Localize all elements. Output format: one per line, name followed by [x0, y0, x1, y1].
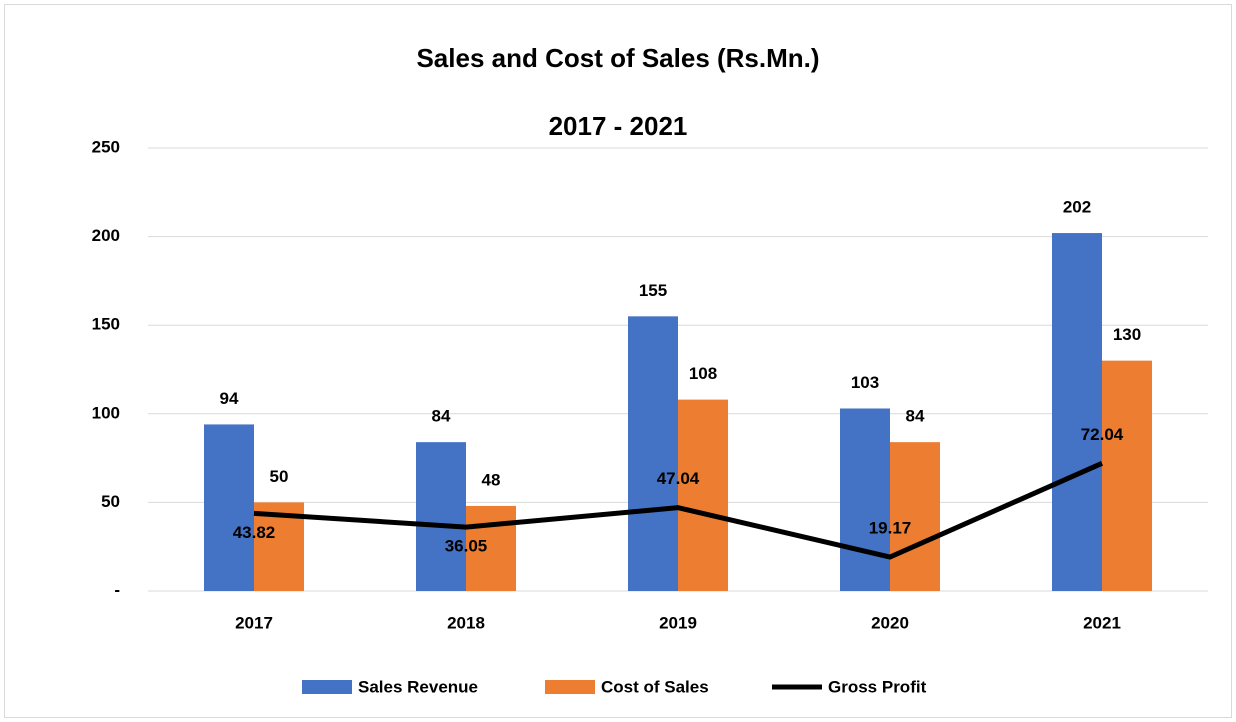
y-tick-label: 200 — [92, 226, 120, 245]
x-tick-label: 2017 — [235, 613, 273, 632]
bar — [466, 505, 516, 591]
bar — [678, 399, 728, 591]
data-label: 94 — [220, 389, 239, 408]
legend-label: Sales Revenue — [358, 677, 478, 696]
x-tick-label: 2018 — [447, 613, 485, 632]
legend-swatch — [545, 680, 595, 694]
data-label: 103 — [851, 373, 879, 392]
y-tick-label: 50 — [101, 492, 120, 511]
bar — [628, 316, 678, 591]
data-label: 155 — [639, 281, 667, 300]
chart-title: Sales and Cost of Sales (Rs.Mn.) — [416, 43, 819, 73]
data-label: 19.17 — [869, 519, 912, 538]
bar — [416, 442, 466, 591]
data-label: 84 — [906, 407, 925, 426]
y-tick-label: - — [114, 580, 120, 599]
data-label: 84 — [432, 407, 451, 426]
data-label: 47.04 — [657, 469, 700, 488]
data-label: 36.05 — [445, 537, 488, 556]
x-tick-label: 2020 — [871, 613, 909, 632]
legend-swatch — [302, 680, 352, 694]
data-label: 72.04 — [1081, 425, 1124, 444]
x-tick-label: 2021 — [1083, 613, 1121, 632]
bar — [1102, 360, 1152, 591]
x-tick-label: 2019 — [659, 613, 697, 632]
data-label: 202 — [1063, 198, 1091, 217]
data-label: 48 — [482, 470, 501, 489]
data-label: 43.82 — [233, 523, 276, 542]
bar — [1052, 233, 1102, 591]
bar — [890, 442, 940, 591]
y-tick-label: 100 — [92, 403, 120, 422]
y-tick-label: 150 — [92, 315, 120, 334]
legend-label: Cost of Sales — [601, 677, 709, 696]
chart-subtitle: 2017 - 2021 — [549, 111, 688, 141]
legend-label: Gross Profit — [828, 677, 927, 696]
data-label: 130 — [1113, 325, 1141, 344]
chart-border — [4, 4, 1232, 718]
line — [253, 461, 1104, 560]
data-label: 108 — [689, 364, 717, 383]
data-label: 50 — [270, 467, 289, 486]
bar — [840, 408, 890, 591]
y-tick-label: 250 — [92, 137, 120, 156]
bar — [204, 424, 254, 591]
